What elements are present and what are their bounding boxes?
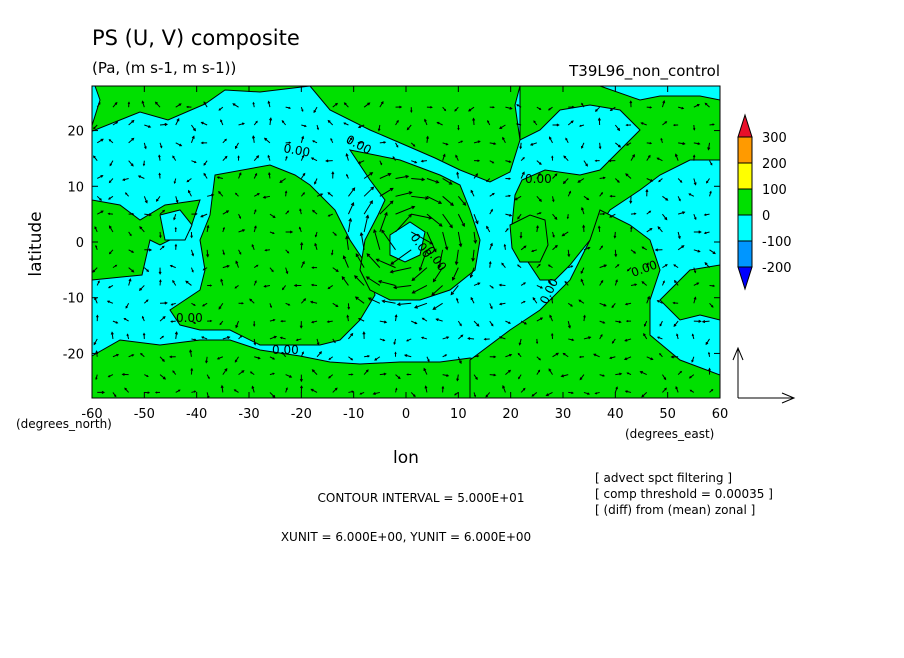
x-tick-label: 0: [402, 407, 410, 422]
plot-area: [90, 86, 720, 398]
contour-label: 0.00: [272, 343, 299, 357]
x-tick-label: 20: [502, 407, 519, 422]
filter-note: [ (diff) from (mean) zonal ]: [595, 503, 755, 517]
x-tick-label: -40: [186, 407, 207, 422]
x-tick-label: -50: [134, 407, 155, 422]
colorbar-bottom-arrow: [738, 267, 752, 289]
x-tick-label: 60: [712, 407, 729, 422]
colorbar-segment: [738, 163, 752, 189]
y-tick-label: -10: [63, 292, 84, 307]
run-label: T39L96_non_control: [568, 62, 720, 81]
y-tick-label: -20: [63, 347, 84, 362]
y-tick-label: 0: [76, 236, 84, 251]
x-tick-label: -20: [291, 407, 312, 422]
y-tick-label: 10: [67, 180, 84, 195]
contour-label: 0.00: [525, 172, 552, 186]
y-axis-label: latitude: [26, 211, 46, 276]
contour-label: 0.00: [176, 311, 203, 325]
contour-interval: CONTOUR INTERVAL = 5.000E+01: [318, 491, 525, 505]
colorbar-segment: [738, 137, 752, 163]
x-tick-label: 30: [555, 407, 572, 422]
colorbar-top-arrow: [738, 115, 752, 137]
x-tick-label: 50: [659, 407, 676, 422]
y-tick-label: 20: [67, 125, 84, 140]
colorbar-label: 100: [762, 183, 787, 198]
colorbar-segment: [738, 215, 752, 241]
x-tick-label: 10: [450, 407, 467, 422]
filter-note: [ comp threshold = 0.00035 ]: [595, 487, 773, 501]
filter-note: [ advect spct filtering ]: [595, 471, 732, 485]
x-unit-label: (degrees_east): [625, 427, 714, 441]
y-unit-label: (degrees_north): [16, 417, 112, 431]
x-tick-label: -30: [238, 407, 259, 422]
positive-region: [510, 215, 548, 262]
x-tick-label: 40: [607, 407, 624, 422]
vector-units: XUNIT = 6.000E+00, YUNIT = 6.000E+00: [281, 530, 531, 544]
colorbar: 300 200 100 0 -100 -200: [738, 115, 792, 289]
colorbar-segment: [738, 189, 752, 215]
chart-subtitle: (Pa, (m s-1, m s-1)): [92, 59, 236, 77]
colorbar-segment: [738, 241, 752, 267]
colorbar-label: 0: [762, 209, 770, 224]
colorbar-label: 200: [762, 157, 787, 172]
chart-title: PS (U, V) composite: [92, 26, 300, 50]
colorbar-label: -100: [762, 235, 792, 250]
x-tick-label: -10: [343, 407, 364, 422]
reference-vector: [733, 348, 794, 403]
colorbar-label: 300: [762, 131, 787, 146]
colorbar-label: -200: [762, 261, 792, 276]
x-axis-label: lon: [393, 448, 419, 468]
